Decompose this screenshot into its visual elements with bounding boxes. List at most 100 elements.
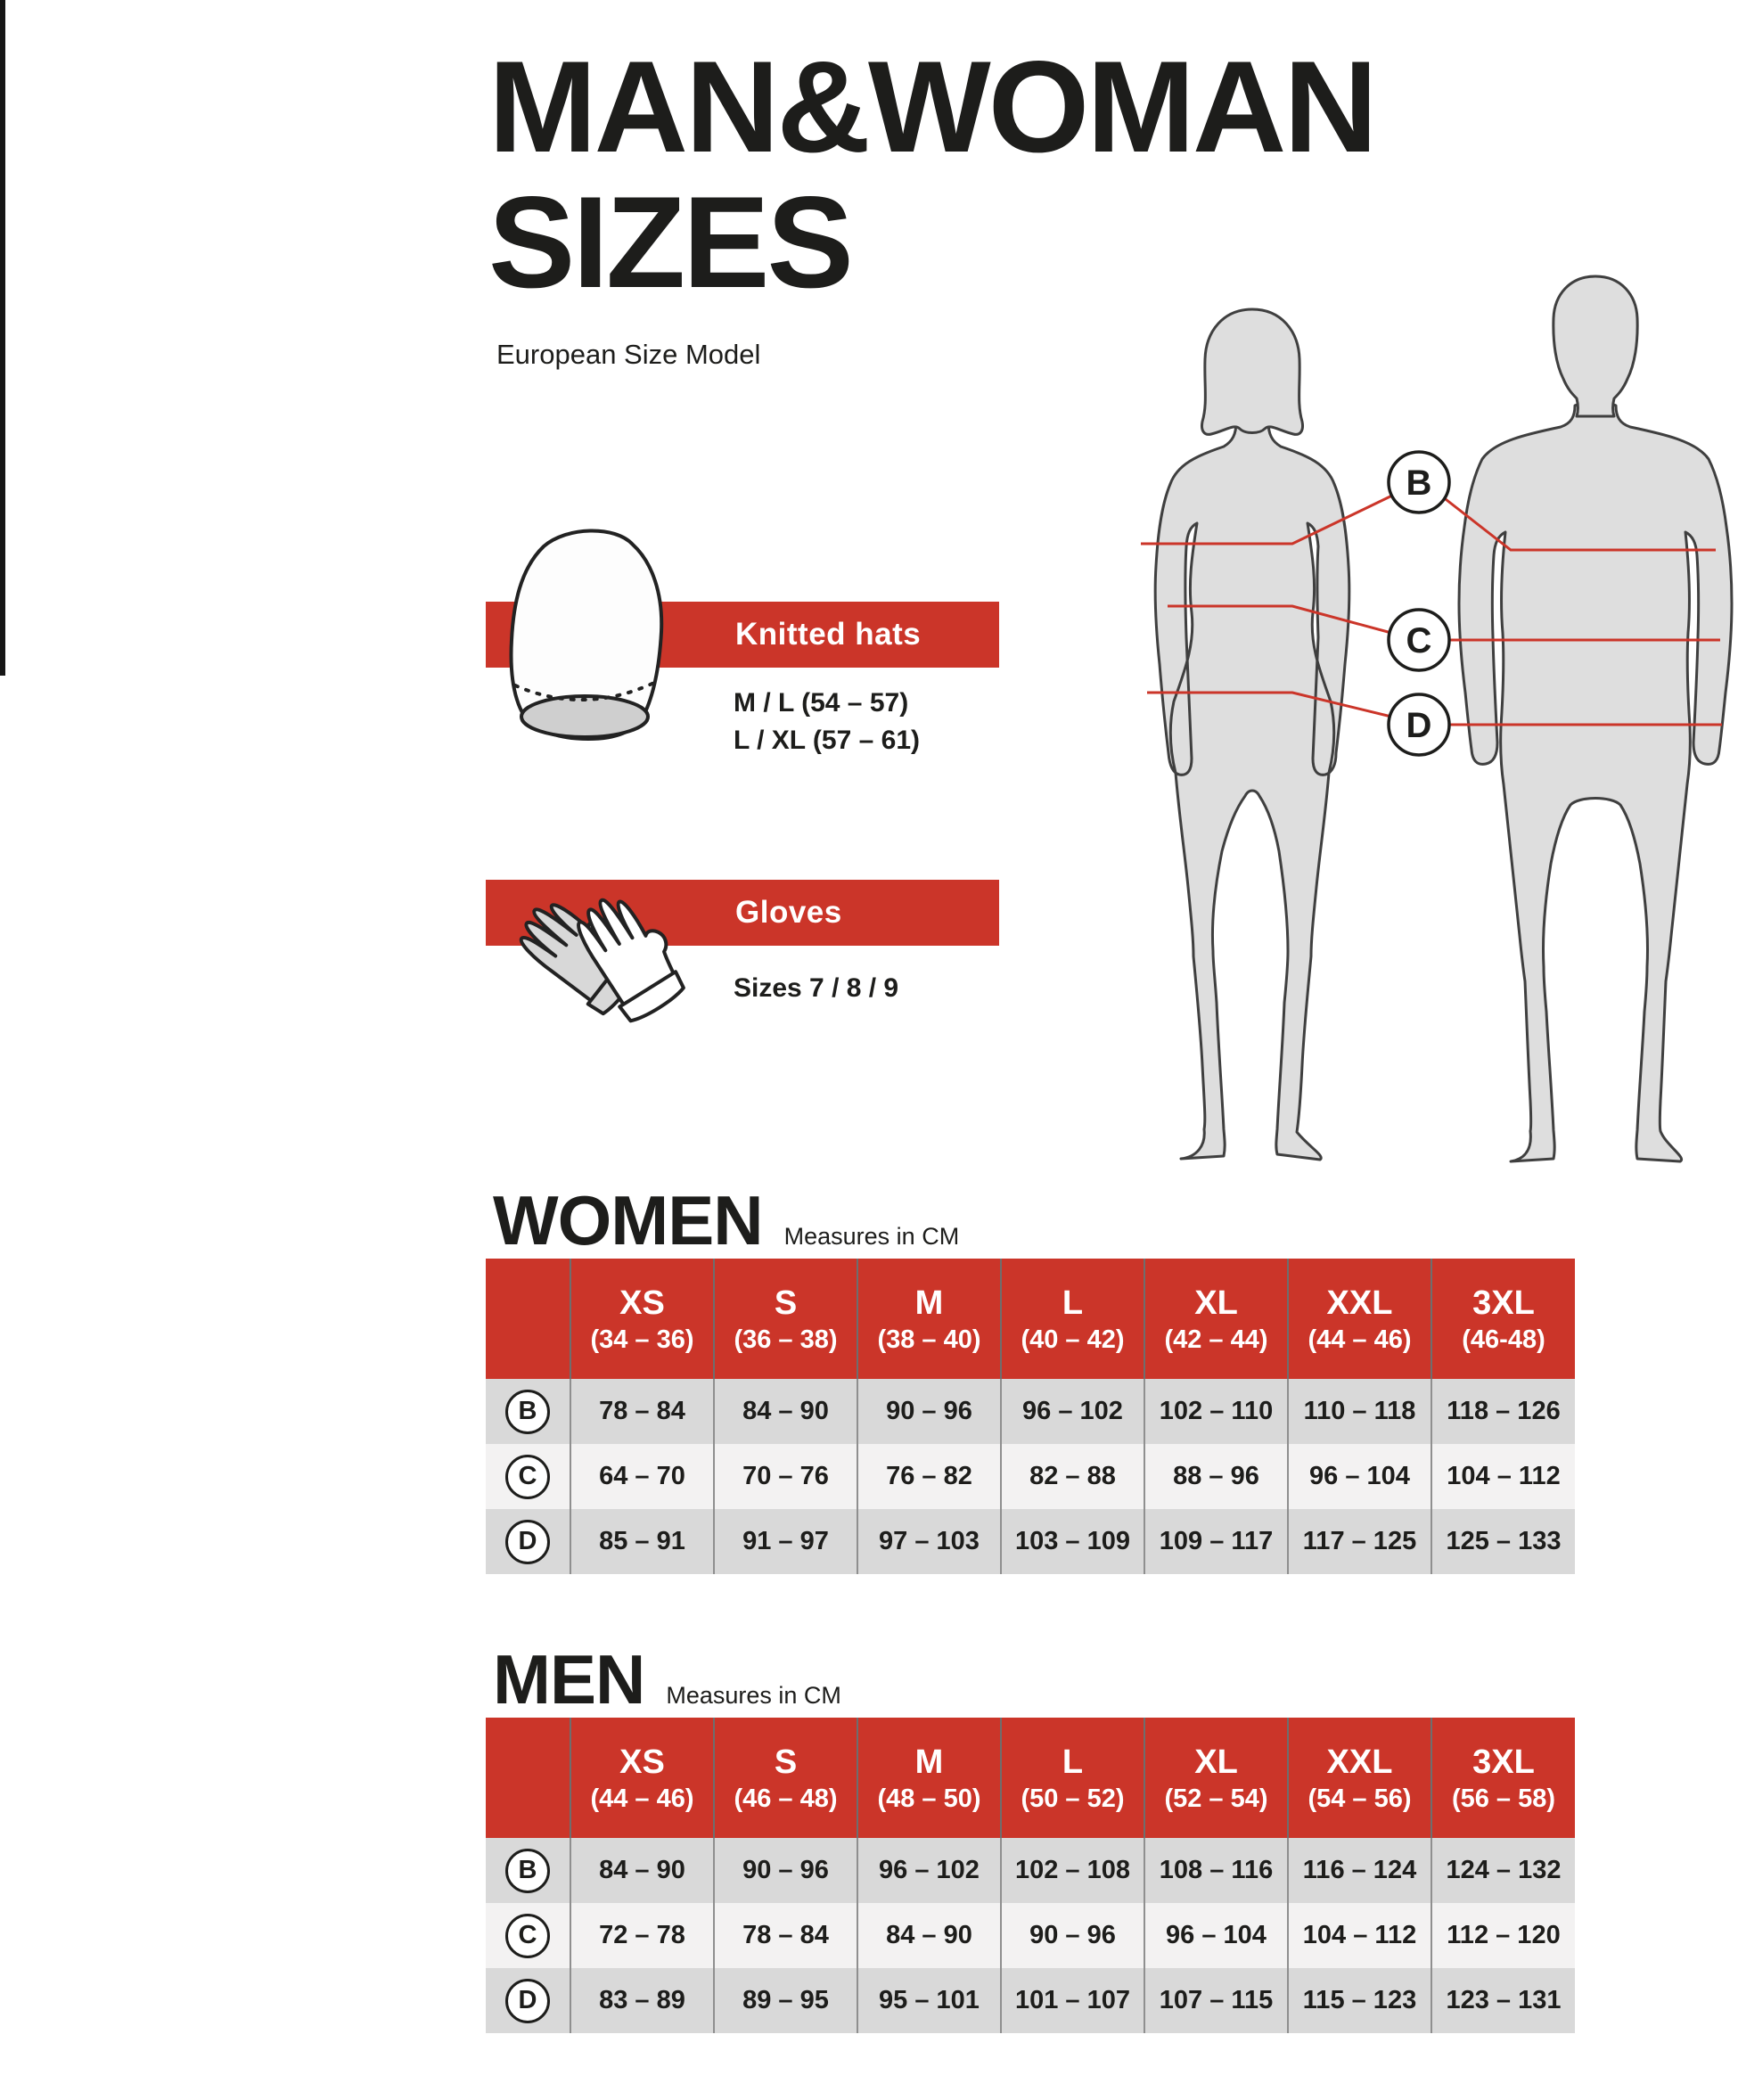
size-label: XS [619,1743,665,1781]
size-range: (34 – 36) [590,1325,694,1354]
measure-cell: 123 – 131 [1431,1968,1575,2033]
gloves-banner-label: Gloves [735,895,842,930]
size-range: (48 – 50) [877,1784,981,1813]
row-label-cell: B [486,1379,570,1444]
marker-badge: C [505,1454,550,1499]
measure-cell: 108 – 116 [1144,1838,1288,1903]
woman-head [1201,308,1304,436]
measure-cell: 109 – 117 [1144,1509,1288,1574]
row-label-cell: D [486,1968,570,2033]
men-heading-text: MEN [493,1640,645,1719]
size-range: (44 – 46) [590,1784,694,1813]
size-column-header: XL (42 – 44) [1144,1259,1288,1379]
measure-cell: 84 – 90 [713,1379,857,1444]
size-range: (38 – 40) [877,1325,981,1354]
measure-cell: 102 – 108 [1000,1838,1144,1903]
measure-cell: 85 – 91 [570,1509,714,1574]
row-label-cell: D [486,1509,570,1574]
size-range: (56 – 58) [1451,1784,1556,1813]
size-label: S [774,1284,798,1322]
table-row: B 84 – 90 90 – 96 96 – 102 102 – 108 108 – 11… [486,1838,1575,1903]
size-column-header: XL (52 – 54) [1144,1718,1288,1838]
size-label: L [1062,1743,1084,1781]
measure-cell: 88 – 96 [1144,1444,1288,1509]
men-size-table: XS (44 – 46) S (46 – 48) M (48 – 50) L (50 – 52… [486,1718,1575,2033]
gloves-icon [519,898,685,1023]
measure-cell: 96 – 104 [1144,1903,1288,1968]
women-section-heading: WOMEN Measures in CM [493,1180,959,1261]
measure-cell: 96 – 104 [1287,1444,1431,1509]
marker-b-label: B [1406,463,1432,503]
man-head [1552,275,1639,418]
size-column-header: XS (44 – 46) [570,1718,714,1838]
corner-cell [486,1259,570,1379]
size-column-header: XXL (44 – 46) [1287,1259,1431,1379]
knitted-hat-icon [509,529,664,742]
marker-c-label: C [1406,621,1432,660]
size-column-header: 3XL (46-48) [1431,1259,1575,1379]
gloves-sizes: Sizes 7 / 8 / 9 [734,973,899,1003]
women-heading-text: WOMEN [493,1181,764,1259]
size-label: L [1062,1284,1084,1322]
measure-marker-d: D [1387,693,1451,757]
size-label: XXL [1326,1284,1393,1322]
men-measures-note: Measures in CM [666,1682,841,1709]
measure-cell: 84 – 90 [570,1838,714,1903]
measure-cell: 110 – 118 [1287,1379,1431,1444]
size-label: S [774,1743,798,1781]
measure-marker-b: B [1387,450,1451,514]
size-column-header: M (38 – 40) [857,1259,1001,1379]
men-section-heading: MEN Measures in CM [493,1639,841,1720]
size-label: 3XL [1472,1284,1535,1322]
size-range: (46 – 48) [734,1784,838,1813]
measure-cell: 101 – 107 [1000,1968,1144,2033]
size-range: (44 – 46) [1308,1325,1412,1354]
measure-cell: 104 – 112 [1431,1444,1575,1509]
size-column-header: L (50 – 52) [1000,1718,1144,1838]
measurement-lines [1141,492,1722,726]
measure-cell: 83 – 89 [570,1968,714,2033]
knitted-hats-sizes: M / L (54 – 57) L / XL (57 – 61) [734,688,920,755]
measure-cell: 103 – 109 [1000,1509,1144,1574]
measure-cell: 124 – 132 [1431,1838,1575,1903]
size-column-header: M (48 – 50) [857,1718,1001,1838]
size-column-header: L (40 – 42) [1000,1259,1144,1379]
size-range: (42 – 44) [1164,1325,1268,1354]
measure-cell: 90 – 96 [1000,1903,1144,1968]
measure-cell: 91 – 97 [713,1509,857,1574]
measure-cell: 78 – 84 [713,1903,857,1968]
measure-cell: 72 – 78 [570,1903,714,1968]
measure-cell: 82 – 88 [1000,1444,1144,1509]
women-measures-note: Measures in CM [783,1223,960,1250]
size-label: M [914,1743,944,1781]
man-silhouette [1457,400,1734,1163]
measure-marker-c: C [1387,608,1451,672]
marker-badge: B [505,1848,550,1893]
measure-cell: 118 – 126 [1431,1379,1575,1444]
size-column-header: XXL (54 – 56) [1287,1718,1431,1838]
measure-cell: 89 – 95 [713,1968,857,2033]
measure-cell: 76 – 82 [857,1444,1001,1509]
measure-cell: 96 – 102 [857,1838,1001,1903]
body-measurement-figure: B C D [1141,275,1734,1163]
marker-badge: D [505,1519,550,1564]
marker-badge: C [505,1913,550,1958]
front-glove [577,898,685,1023]
measure-cell: 95 – 101 [857,1968,1001,2033]
knitted-hats-banner-label: Knitted hats [735,617,922,652]
measure-cell: 117 – 125 [1287,1509,1431,1574]
row-label-cell: C [486,1903,570,1968]
marker-badge: D [505,1978,550,2023]
measure-cell: 84 – 90 [857,1903,1001,1968]
size-range: (40 – 42) [1021,1325,1125,1354]
women-size-table: XS (34 – 36) S (36 – 38) M (38 – 40) L (40 – 42… [486,1259,1575,1574]
measure-cell: 116 – 124 [1287,1838,1431,1903]
measure-cell: 125 – 133 [1431,1509,1575,1574]
table-row: C 64 – 70 70 – 76 76 – 82 82 – 88 88 – 96 96 –… [486,1444,1575,1509]
measure-cell: 96 – 102 [1000,1379,1144,1444]
page-edge-rule [0,0,5,676]
size-column-header: S (46 – 48) [713,1718,857,1838]
size-label: XL [1194,1284,1238,1322]
measure-cell: 97 – 103 [857,1509,1001,1574]
size-label: 3XL [1472,1743,1535,1781]
